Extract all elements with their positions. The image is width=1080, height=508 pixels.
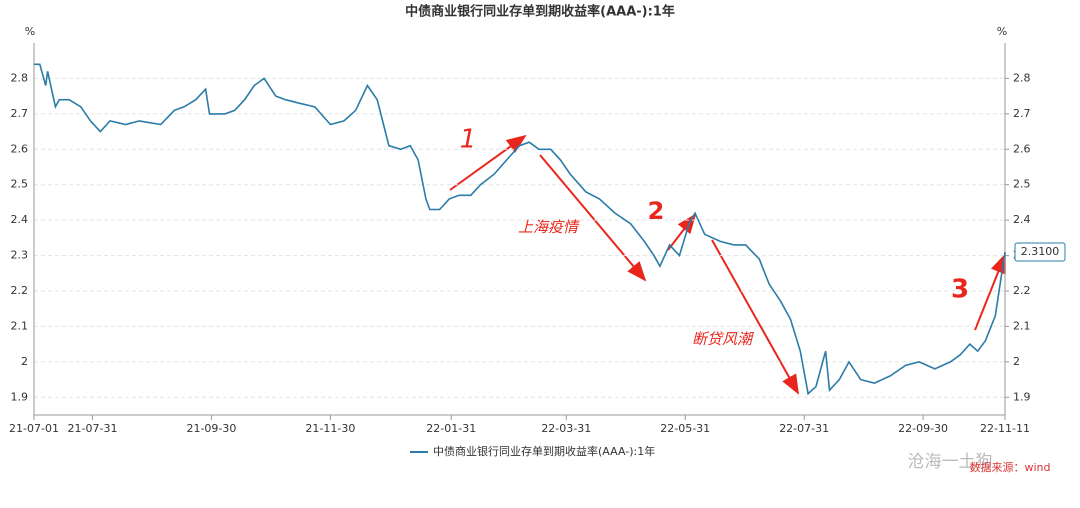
y-tick-label: 2.1 xyxy=(11,319,29,332)
annotation: 上海疫情 xyxy=(518,218,580,236)
y-tick-label: 2.4 xyxy=(11,213,29,226)
arrow xyxy=(539,154,647,282)
y2-tick-label: 2.1 xyxy=(1013,319,1031,332)
y2-tick-label: 2.8 xyxy=(1013,71,1031,84)
annotation: 2 xyxy=(648,197,665,225)
annotation: 数据来源：wind xyxy=(969,460,1050,474)
y2-tick-label: 2.4 xyxy=(1013,213,1031,226)
line xyxy=(34,63,1006,396)
y-unit: % xyxy=(25,25,35,38)
x-tick-label: 22-01-31 xyxy=(426,422,476,435)
y2-tick-label: 2 xyxy=(1013,355,1020,368)
y-tick-label: 2.3 xyxy=(11,249,29,262)
annotation: 沧海一土狗 xyxy=(908,452,993,472)
x-tick-label: 22-03-31 xyxy=(541,422,591,435)
x-tick-label: 21-07-01 xyxy=(9,422,59,435)
x-tick-label: 21-11-30 xyxy=(305,422,355,435)
x-tick-label: 22-09-30 xyxy=(898,422,948,435)
x-tick-label: 22-07-31 xyxy=(779,422,829,435)
value-label-box xyxy=(1014,242,1066,262)
x-tick-label: 22-05-31 xyxy=(660,422,710,435)
annotation: 3 xyxy=(951,275,969,305)
arrow xyxy=(974,253,1006,331)
x-tick-label: 21-07-31 xyxy=(68,422,118,435)
y-tick-label: 2.6 xyxy=(11,142,29,155)
y-tick-label: 2.5 xyxy=(11,178,29,191)
y2-tick-label: 2.2 xyxy=(1013,284,1031,297)
y-tick-label: 2.7 xyxy=(11,107,29,120)
y-tick-label: 2.2 xyxy=(11,284,29,297)
y2-tick-label: 1.9 xyxy=(1013,390,1031,403)
annotation: 断贷风潮 xyxy=(692,330,754,348)
y2-unit: % xyxy=(997,25,1007,38)
arrow xyxy=(449,134,527,191)
chart-title: 中债商业银行同业存单到期收益率(AAA-):1年 xyxy=(405,4,675,20)
y-tick-label: 2.8 xyxy=(11,71,29,84)
y2-tick-label: 2.7 xyxy=(1013,107,1031,120)
x-tick-label: 21-09-30 xyxy=(186,422,236,435)
value-label: 2.3100 xyxy=(1021,245,1060,258)
y2-tick-label: 2.5 xyxy=(1013,178,1031,191)
y-tick-label: 2 xyxy=(21,355,28,368)
annotation: 1 xyxy=(460,125,477,155)
x-tick-label: 22-11-11 xyxy=(980,422,1030,435)
legend-label: 中债商业银行同业存单到期收益率(AAA-):1年 xyxy=(433,444,655,458)
y-tick-label: 1.9 xyxy=(11,390,29,403)
arrow xyxy=(711,239,799,395)
y2-tick-label: 2.6 xyxy=(1013,142,1031,155)
